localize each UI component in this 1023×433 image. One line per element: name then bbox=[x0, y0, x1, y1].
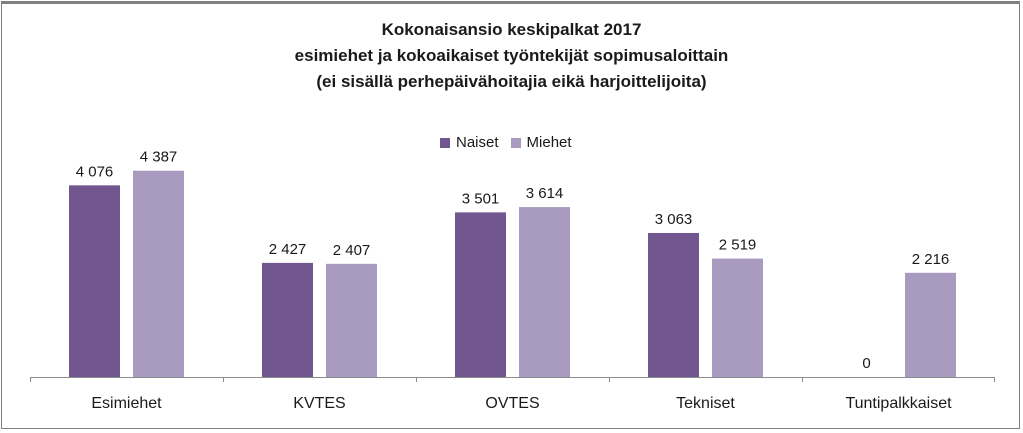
data-label-naiset-esimiehet: 4 076 bbox=[76, 163, 114, 180]
data-label-miehet-tuntipalkkaiset: 2 216 bbox=[912, 251, 950, 268]
data-label-naiset-tuntipalkkaiset: 0 bbox=[862, 355, 870, 372]
chart-legend: Naiset Miehet bbox=[440, 134, 584, 151]
category-label-tuntipalkkaiset: Tuntipalkkaiset bbox=[845, 395, 952, 412]
data-label-naiset-ovtes: 3 501 bbox=[462, 190, 500, 207]
data-label-miehet-tekniset: 2 519 bbox=[719, 237, 757, 254]
data-label-naiset-tekniset: 3 063 bbox=[655, 211, 693, 228]
bar-miehet-tekniset bbox=[712, 258, 763, 377]
chart-title-line-2: esimiehet ja kokoaikaiset työntekijät so… bbox=[294, 46, 729, 65]
category-label-tekniset: Tekniset bbox=[676, 395, 735, 412]
legend-label-miehet: Miehet bbox=[526, 134, 572, 151]
bar-miehet-ovtes bbox=[519, 207, 570, 377]
chart-title: Kokonaisansio keskipalkat 2017 esimiehet… bbox=[0, 17, 1023, 95]
legend-swatch-miehet bbox=[510, 137, 521, 148]
category-label-esimiehet: Esimiehet bbox=[91, 395, 162, 412]
bar-miehet-esimiehet bbox=[133, 170, 184, 377]
legend-label-naiset: Naiset bbox=[456, 134, 499, 151]
category-label-kvtes: KVTES bbox=[293, 395, 345, 412]
bar-naiset-kvtes bbox=[262, 262, 313, 377]
legend-item-miehet: Miehet bbox=[510, 134, 572, 151]
bar-miehet-kvtes bbox=[326, 263, 377, 377]
bar-miehet-tuntipalkkaiset bbox=[905, 272, 956, 377]
bar-naiset-ovtes bbox=[455, 212, 506, 377]
bar-naiset-esimiehet bbox=[69, 185, 120, 377]
data-label-naiset-kvtes: 2 427 bbox=[269, 241, 307, 258]
data-label-miehet-kvtes: 2 407 bbox=[333, 242, 371, 259]
chart-title-line-1: Kokonaisansio keskipalkat 2017 bbox=[381, 20, 642, 39]
bar-naiset-tekniset bbox=[648, 232, 699, 377]
data-label-miehet-esimiehet: 4 387 bbox=[140, 149, 178, 166]
data-label-miehet-ovtes: 3 614 bbox=[526, 185, 564, 202]
category-label-ovtes: OVTES bbox=[485, 395, 539, 412]
legend-item-naiset: Naiset bbox=[440, 134, 499, 151]
legend-swatch-naiset bbox=[440, 137, 450, 148]
chart-title-line-3: (ei sisällä perhepäivähoitajia eikä harj… bbox=[316, 72, 707, 91]
